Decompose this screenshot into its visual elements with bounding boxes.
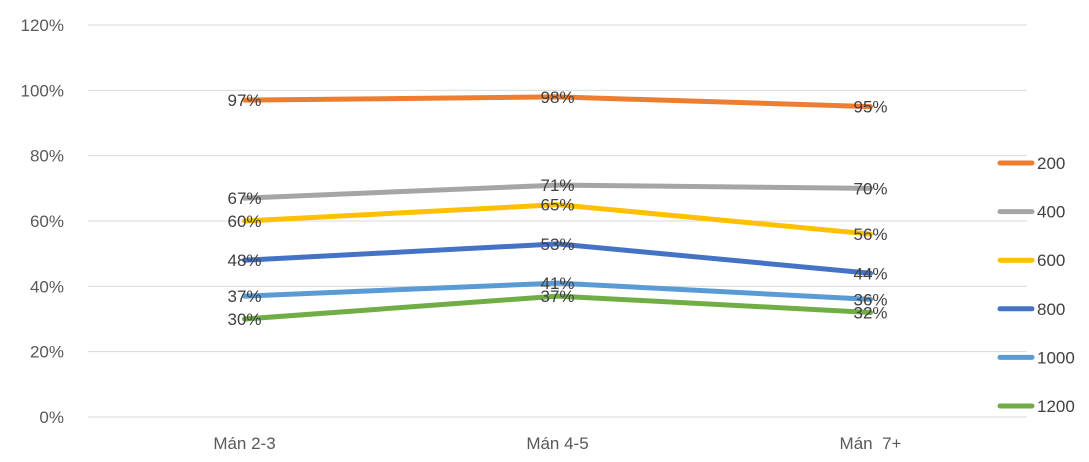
legend-label: 200: [1037, 154, 1065, 173]
y-tick-label: 20%: [30, 343, 64, 362]
y-tick-label: 40%: [30, 277, 64, 296]
data-label: 65%: [540, 196, 574, 215]
series-line-800: [242, 241, 873, 276]
y-tick-label: 80%: [30, 147, 64, 166]
data-label: 95%: [853, 98, 887, 117]
legend: 200 400 600 800 1000 1200: [997, 154, 1075, 416]
x-tick-label: Mán 7+: [840, 434, 902, 453]
data-label: 98%: [540, 88, 574, 107]
series-line-400: [242, 182, 873, 201]
legend-item-1000: 1000: [997, 348, 1075, 367]
legend-label: 1200: [1037, 397, 1075, 416]
series-line-1000: [242, 280, 873, 302]
legend-label: 1000: [1037, 348, 1075, 367]
y-tick-label: 60%: [30, 212, 64, 231]
data-label: 37%: [540, 287, 574, 306]
legend-item-800: 800: [997, 300, 1065, 319]
series-line-1200: [242, 293, 873, 322]
legend-item-200: 200: [997, 154, 1065, 173]
data-label: 44%: [853, 264, 887, 283]
series-lines: [242, 94, 873, 322]
data-label: 41%: [540, 274, 574, 293]
legend-item-600: 600: [997, 251, 1065, 270]
y-tick-label: 0%: [39, 408, 64, 427]
legend-item-400: 400: [997, 203, 1065, 222]
data-label: 70%: [853, 179, 887, 198]
data-label: 30%: [227, 310, 261, 329]
data-label: 60%: [227, 212, 261, 231]
data-label: 67%: [227, 189, 261, 208]
x-tick-label: Mán 2-3: [213, 434, 275, 453]
data-labels: 97% 98%95%67%71% 70%60%65%56%48%53%44%37%4…: [227, 88, 887, 329]
data-label: 97%: [227, 91, 261, 110]
data-label: 37%: [227, 287, 261, 306]
series-line-600: [242, 202, 873, 237]
x-tick-label: Mán 4-5: [526, 434, 588, 453]
data-label: 32%: [853, 303, 887, 322]
y-tick-label: 100%: [21, 81, 64, 100]
legend-item-1200: 1200: [997, 397, 1075, 416]
data-label: 53%: [540, 235, 574, 254]
y-axis-ticks: 0% 20% 40% 60% 80% 100% 120%: [21, 16, 64, 427]
data-label: 56%: [853, 225, 887, 244]
x-axis-ticks: Mán 2-3 Mán 4-5 Mán 7+: [213, 434, 901, 453]
series-line-200: [242, 94, 873, 110]
legend-label: 800: [1037, 300, 1065, 319]
legend-label: 400: [1037, 203, 1065, 222]
data-label: 48%: [227, 251, 261, 270]
data-label: 36%: [853, 290, 887, 309]
y-tick-label: 120%: [21, 16, 64, 35]
data-label: 71%: [540, 176, 574, 195]
legend-label: 600: [1037, 251, 1065, 270]
